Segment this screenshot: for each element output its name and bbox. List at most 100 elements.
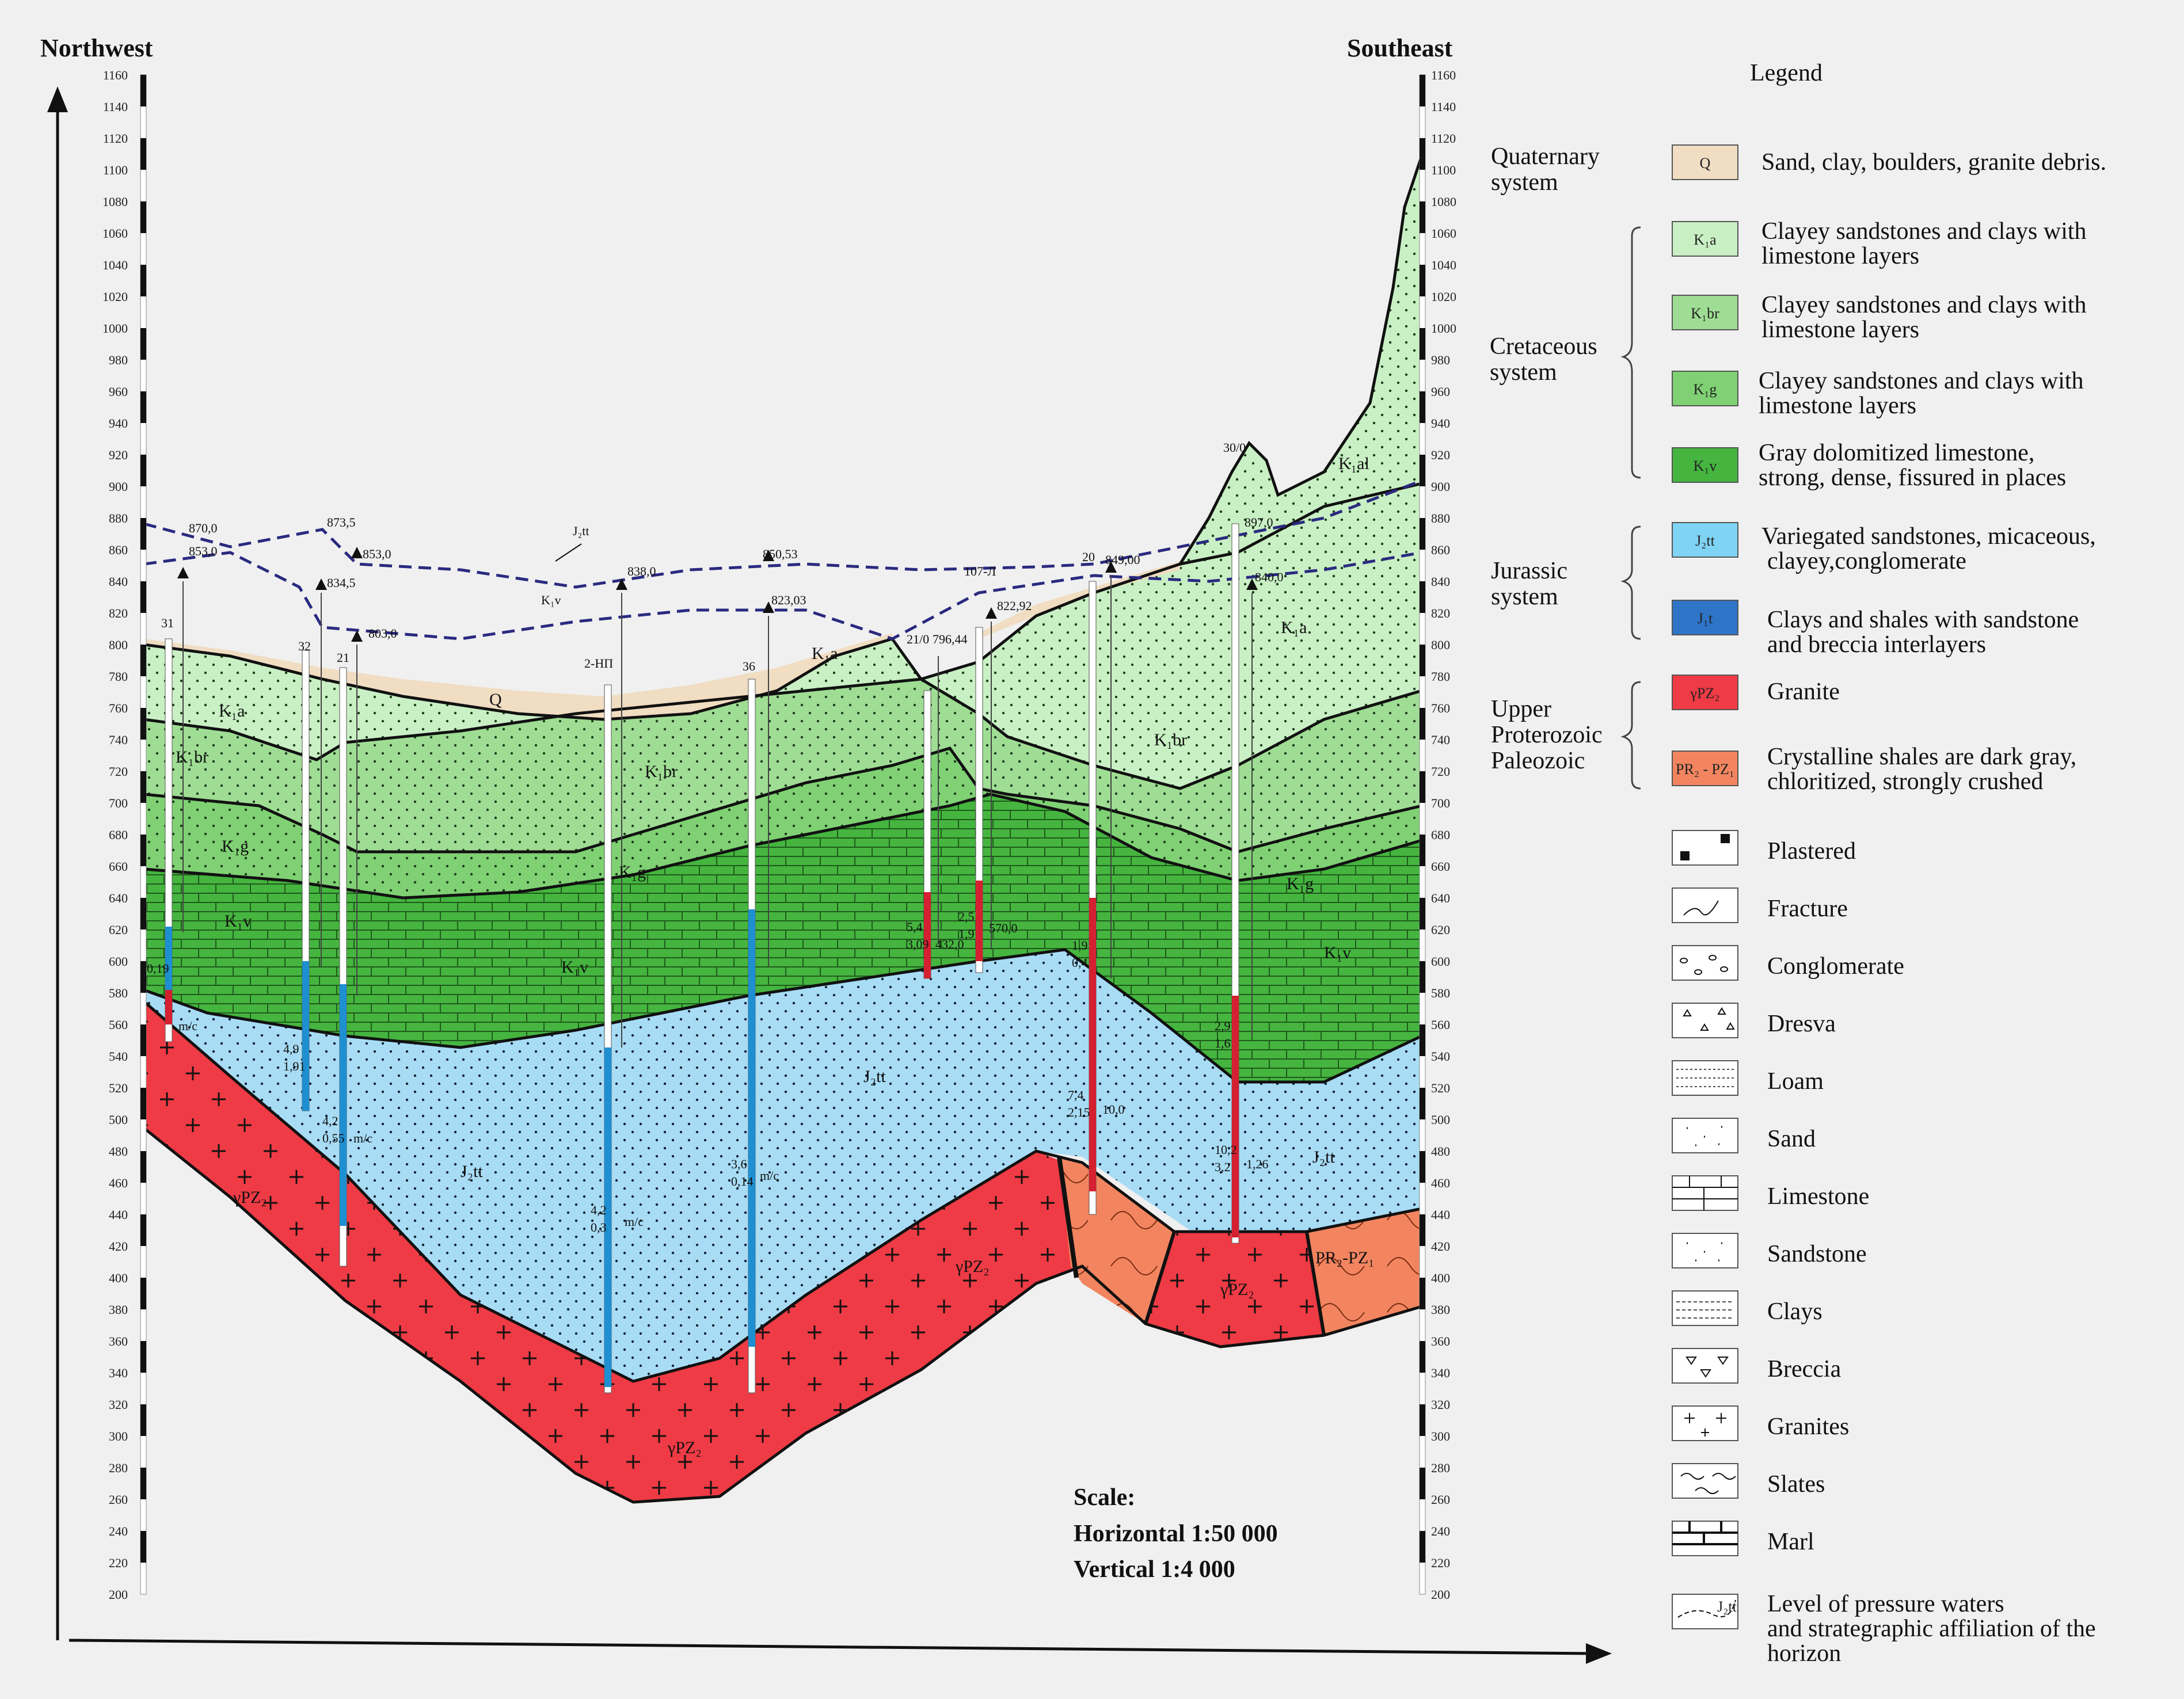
ruler-block bbox=[140, 961, 146, 993]
depth-tick: 940 bbox=[1431, 416, 1450, 431]
well-value: 0,55 bbox=[322, 1131, 345, 1145]
ruler-block bbox=[140, 1151, 146, 1183]
pressure-level-lines bbox=[144, 479, 1422, 641]
ruler-block bbox=[140, 1341, 146, 1373]
well-107l: 107-Л 822,92 2,5 1,9 570,0 bbox=[958, 564, 1032, 973]
depth-tick: 860 bbox=[109, 543, 128, 557]
arrow-up-icon bbox=[351, 547, 363, 558]
well-value: 7,4 bbox=[1068, 1088, 1084, 1102]
depth-tick: 540 bbox=[1431, 1049, 1450, 1064]
depth-tick: 620 bbox=[109, 923, 128, 937]
well-2np: 2-НП 838,0 4,2 0,3 m/c bbox=[584, 564, 656, 1393]
depth-tick: 380 bbox=[109, 1302, 128, 1317]
ruler-block bbox=[1420, 1088, 1425, 1119]
well-value: 1,9 bbox=[1072, 938, 1088, 953]
ruler-block bbox=[140, 771, 146, 803]
legend-system: system bbox=[1491, 169, 1558, 196]
well-name: 31 bbox=[161, 616, 174, 630]
legend-swatch-breccia bbox=[1672, 1348, 1738, 1384]
depth-tick: 700 bbox=[109, 796, 128, 810]
depth-tick: 660 bbox=[109, 859, 128, 874]
well-value: 10,2 bbox=[1215, 1142, 1237, 1157]
ruler-block bbox=[1420, 138, 1425, 170]
ruler-block bbox=[1420, 455, 1425, 486]
depth-tick: 320 bbox=[1431, 1397, 1450, 1412]
legend-system: system bbox=[1490, 359, 1557, 386]
well-value: 1,9 bbox=[958, 927, 975, 941]
legend-swatch-k1br bbox=[1672, 295, 1738, 330]
ruler-block bbox=[140, 835, 146, 866]
depth-tick: 1140 bbox=[1431, 100, 1456, 114]
legend-swatch-granite bbox=[1672, 675, 1738, 710]
depth-tick: 900 bbox=[1431, 479, 1450, 494]
depth-tick: 340 bbox=[109, 1366, 128, 1380]
legend-pattern-label: Dresva bbox=[1767, 1011, 1836, 1037]
legend-desc: and breccia interlayers bbox=[1767, 631, 1986, 658]
ruler-block bbox=[1420, 328, 1425, 360]
well-value: 1,6 bbox=[1215, 1036, 1231, 1050]
ruler-block bbox=[140, 1024, 146, 1056]
southeast-label: Southeast bbox=[1347, 34, 1453, 62]
depth-tick: 860 bbox=[1431, 543, 1450, 557]
ruler-block bbox=[140, 1278, 146, 1309]
depth-tick: 740 bbox=[1431, 733, 1450, 747]
well-value: 0,19 bbox=[147, 961, 169, 976]
depth-tick: 1160 bbox=[103, 68, 128, 82]
well-top: 873,5 bbox=[327, 515, 356, 529]
layer-label: γPZ₂ bbox=[1220, 1280, 1254, 1299]
up-arrow-icon bbox=[47, 86, 68, 112]
ruler-block bbox=[140, 391, 146, 423]
depth-tick: 240 bbox=[1431, 1524, 1450, 1538]
well-value: 3,6 bbox=[731, 1157, 747, 1171]
legend-system: system bbox=[1491, 584, 1558, 610]
legend-desc: Level of pressure waters bbox=[1767, 1591, 2004, 1617]
ruler-block bbox=[140, 75, 146, 106]
arrow-up-icon bbox=[616, 578, 627, 590]
well-value: 4,9 bbox=[283, 1042, 299, 1056]
depth-tick: 240 bbox=[109, 1524, 128, 1538]
legend-system: Quaternary bbox=[1491, 143, 1600, 170]
layer-label: PR₂-PZ₁ bbox=[1315, 1248, 1375, 1267]
legend-system: Jurassic bbox=[1491, 558, 1567, 584]
legend-swatch-shale bbox=[1672, 751, 1738, 786]
scale-block: Scale: Horizontal 1:50 000 Vertical 1:4 … bbox=[1074, 1484, 1278, 1583]
well-value: m/c bbox=[178, 1019, 197, 1033]
ruler-block bbox=[140, 1531, 146, 1563]
ruler-block bbox=[140, 1088, 146, 1119]
depth-tick: 1140 bbox=[103, 100, 128, 114]
depth-tick: 560 bbox=[1431, 1018, 1450, 1032]
legend-symbol: K₁g bbox=[1694, 381, 1717, 398]
legend-swatch-slates bbox=[1672, 1463, 1738, 1499]
depth-tick: 760 bbox=[1431, 701, 1450, 715]
layer-label: γPZ₂ bbox=[955, 1257, 990, 1276]
well-sub: 823,03 bbox=[771, 593, 806, 607]
depth-tick: 460 bbox=[109, 1176, 128, 1190]
layer-label: K₁br bbox=[176, 748, 208, 767]
arrow-up-icon bbox=[1246, 578, 1258, 590]
depth-tick: 820 bbox=[1431, 606, 1450, 620]
depth-tick: 1020 bbox=[102, 289, 128, 304]
depth-tick: 500 bbox=[1431, 1113, 1450, 1127]
ruler-block bbox=[1420, 518, 1425, 550]
well-value: 5,4 bbox=[907, 920, 923, 934]
layer-labels: Q K₁a K₁br K₁g K₁v K₁br K₁g K₁v K₁a K₁al… bbox=[176, 454, 1375, 1457]
well-value: 2,15 bbox=[1068, 1105, 1090, 1119]
well-value: 570,0 bbox=[989, 921, 1018, 935]
legend-swatch-dresva bbox=[1672, 1003, 1738, 1038]
ruler-block bbox=[140, 518, 146, 550]
legend: Legend Quaternary system Cretaceous syst… bbox=[1490, 60, 2106, 1667]
depth-tick: 720 bbox=[109, 764, 128, 779]
layer-label: Q bbox=[489, 690, 502, 709]
legend-system: Proterozoic bbox=[1491, 722, 1603, 748]
well-value: 0,3 bbox=[591, 1220, 607, 1235]
legend-swatch-q bbox=[1672, 144, 1738, 180]
depth-tick: 1060 bbox=[102, 226, 128, 241]
section-layers bbox=[144, 155, 1422, 1504]
depth-tick: 880 bbox=[109, 511, 128, 525]
layer-label: K₁al bbox=[1338, 454, 1369, 473]
layer-label: K₁v bbox=[1324, 943, 1351, 962]
legend-swatch-fracture bbox=[1672, 887, 1738, 923]
depth-tick: 280 bbox=[109, 1461, 128, 1475]
well-sub: 840,0 bbox=[1255, 570, 1284, 584]
